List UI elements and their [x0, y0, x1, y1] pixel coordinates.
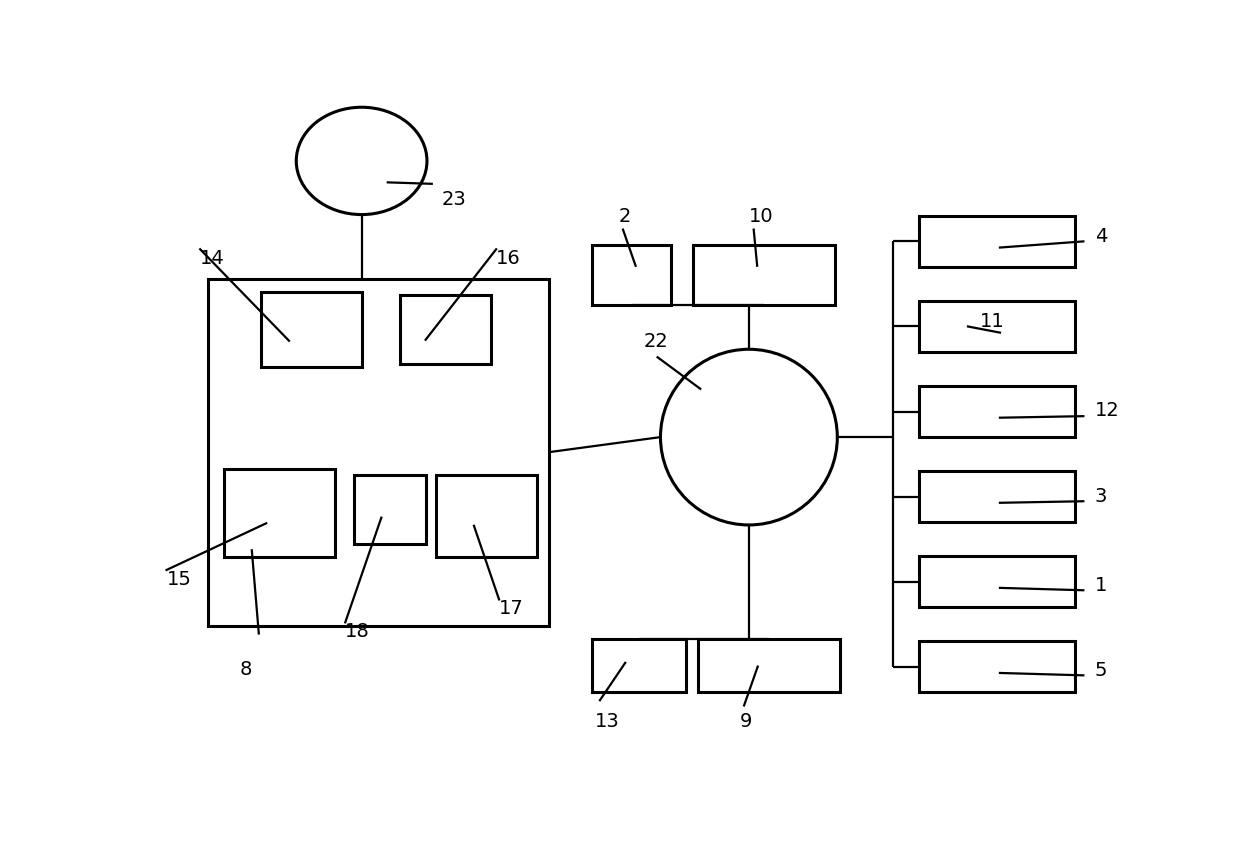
- Text: 13: 13: [595, 712, 620, 731]
- Text: 4: 4: [1095, 227, 1107, 246]
- Text: 3: 3: [1095, 486, 1107, 506]
- Bar: [919, 556, 1075, 607]
- Text: 14: 14: [200, 249, 224, 269]
- Text: 11: 11: [980, 312, 1004, 331]
- Text: 18: 18: [345, 622, 370, 642]
- Bar: [919, 386, 1075, 437]
- Text: 23: 23: [441, 190, 466, 209]
- Text: 22: 22: [644, 332, 668, 351]
- Text: 16: 16: [496, 249, 521, 269]
- Bar: [401, 295, 491, 364]
- Bar: [919, 641, 1075, 693]
- Text: 10: 10: [749, 207, 774, 226]
- Bar: [693, 245, 836, 305]
- Bar: [208, 279, 549, 626]
- Text: 9: 9: [739, 712, 751, 731]
- Bar: [919, 471, 1075, 522]
- Text: 8: 8: [239, 660, 252, 678]
- Bar: [224, 468, 335, 557]
- Bar: [698, 638, 841, 693]
- Text: 2: 2: [619, 207, 631, 226]
- Bar: [919, 301, 1075, 352]
- Bar: [260, 292, 362, 367]
- Text: 5: 5: [1095, 660, 1107, 680]
- Text: 17: 17: [498, 599, 523, 619]
- Bar: [593, 638, 687, 693]
- Text: 15: 15: [166, 570, 191, 589]
- Bar: [919, 216, 1075, 267]
- Bar: [593, 245, 671, 305]
- Bar: [435, 475, 537, 557]
- Bar: [353, 475, 427, 544]
- Text: 1: 1: [1095, 575, 1107, 594]
- Text: 12: 12: [1095, 401, 1120, 421]
